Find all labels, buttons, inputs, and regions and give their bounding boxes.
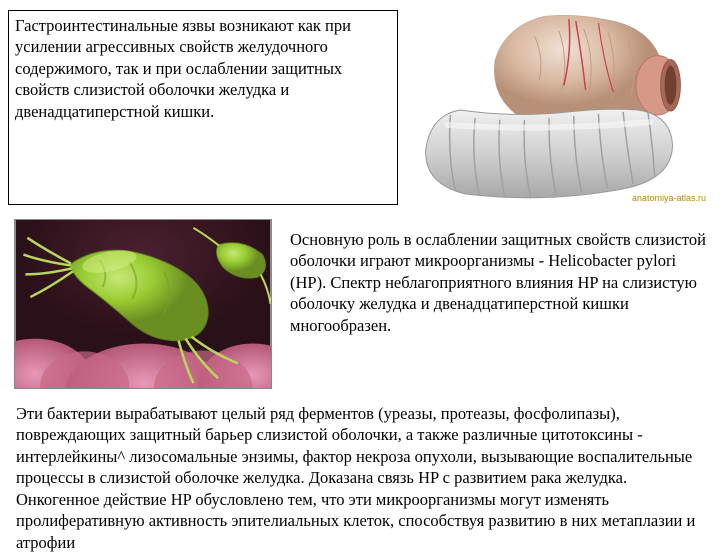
paragraph-2-text: Основную роль в ослаблении защитных свой… xyxy=(290,230,706,335)
anatomy-illustration: anatomiya-atlas.ru xyxy=(406,10,712,205)
bacteria-svg xyxy=(15,220,271,388)
paragraph-3-text: Эти бактерии вырабатывают целый ряд ферм… xyxy=(16,404,695,552)
paragraph-1-text: Гастроинтестинальные язвы возникают как … xyxy=(15,16,351,121)
bacteria-illustration xyxy=(14,219,272,389)
watermark-text: anatomiya-atlas.ru xyxy=(632,193,706,203)
paragraph-1: Гастроинтестинальные язвы возникают как … xyxy=(8,10,398,205)
paragraph-3: Эти бактерии вырабатывают целый ряд ферм… xyxy=(0,389,720,553)
paragraph-2: Основную роль в ослаблении защитных свой… xyxy=(290,219,708,389)
anatomy-svg xyxy=(406,10,712,205)
